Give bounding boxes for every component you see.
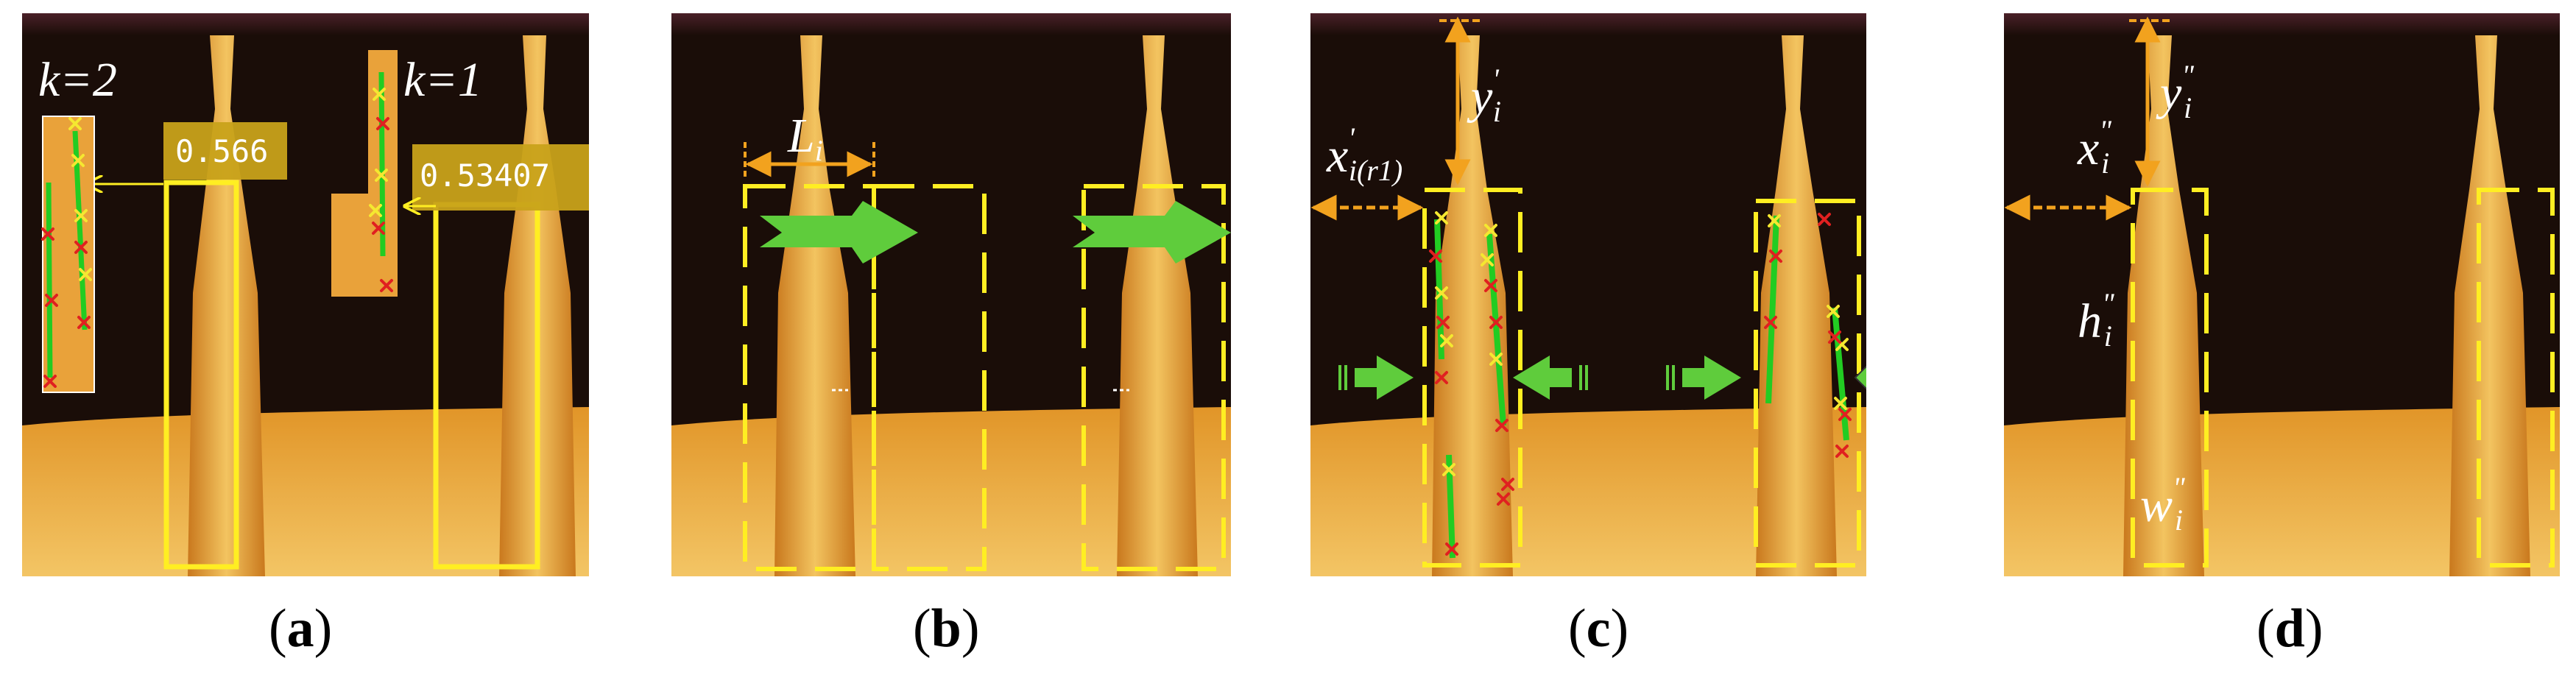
insulator-column [1117,35,1198,576]
panel-a-image: 0.566 0.53407 k=2 k=1 [22,13,589,576]
final-box [2131,188,2209,567]
panel-d-image: x" i y" i h" i w" i [2004,13,2560,576]
insulator-column [188,35,265,576]
caption-b: (b) [913,598,980,659]
label-h-double-prime: h" i [2078,287,2114,353]
caption-a: (a) [269,598,333,659]
panel-a: 0.566 0.53407 k=2 k=1 [22,13,589,576]
final-box [2477,188,2555,567]
label-y-double-prime: y" i [2156,59,2194,124]
detection-box [163,180,239,570]
panel-b-image: Li [671,13,1231,576]
label-k2: k=2 [38,53,117,107]
score-label-left: 0.566 [175,133,268,169]
caption-c: (c) [1568,598,1629,659]
inset-crop-k2 [41,116,95,393]
score-label-right: 0.53407 [420,158,550,194]
slide-direction-arrow [760,201,918,264]
label-k1: k=1 [403,53,482,107]
label-y-prime: y' i [1467,63,1501,128]
label-x-prime: x' i(r1) [1326,121,1402,187]
shrink-arrows [1355,356,1866,400]
sliding-window [872,184,987,571]
caption-d: (d) [2256,598,2323,659]
score-label-bg [163,122,287,180]
panel-b: Li [671,13,1231,576]
insulator-column [1756,35,1837,576]
panel-d: x" i y" i h" i w" i [2004,13,2560,576]
label-width-L: Li [787,109,823,167]
label-w-double-prime: w" i [2140,471,2185,537]
insulator-column [2449,35,2530,576]
slide-direction-arrow [1073,201,1231,264]
label-x-double-prime: x" i [2077,114,2111,180]
insulator-column [774,35,855,576]
panel-c: x' i(r1) y' i [1310,13,1866,576]
score-label-bg [412,144,589,211]
sliding-window [1081,184,1226,571]
inset-crop-k1 [331,50,398,297]
insulator-column [1432,35,1513,576]
panel-c-image: x' i(r1) y' i [1310,13,1866,576]
